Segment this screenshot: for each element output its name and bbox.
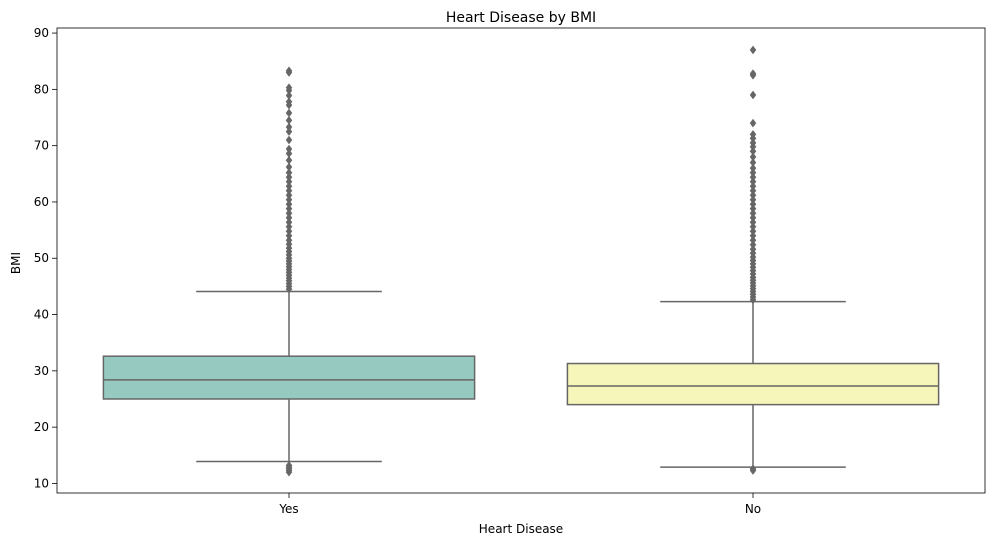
outlier-point-yes bbox=[285, 460, 293, 470]
y-tick-label: 10 bbox=[34, 476, 49, 490]
outlier-point-no bbox=[749, 181, 757, 191]
outlier-point-no bbox=[749, 152, 757, 162]
outlier-point-yes bbox=[285, 83, 293, 93]
x-tick-label-no: No bbox=[745, 502, 761, 516]
y-tick-label: 20 bbox=[34, 420, 49, 434]
outlier-point-yes bbox=[285, 181, 293, 191]
outlier-point-yes bbox=[285, 231, 293, 241]
outlier-point-yes bbox=[285, 235, 293, 245]
outlier-point-yes bbox=[285, 127, 293, 137]
y-axis-label: BMI bbox=[9, 252, 23, 274]
outlier-point-yes bbox=[285, 226, 293, 236]
outlier-point-no bbox=[749, 208, 757, 218]
outlier-point-yes bbox=[285, 108, 293, 118]
outlier-point-no bbox=[749, 235, 757, 245]
y-tick-label: 40 bbox=[34, 308, 49, 322]
outlier-point-no bbox=[749, 163, 757, 173]
outlier-point-no bbox=[749, 146, 757, 156]
outlier-point-yes bbox=[285, 208, 293, 218]
box-yes bbox=[102, 355, 476, 400]
outlier-point-no bbox=[749, 158, 757, 167]
outlier-point-no bbox=[749, 213, 757, 223]
outlier-point-no bbox=[749, 231, 757, 241]
outlier-point-no bbox=[749, 222, 757, 232]
outlier-point-no bbox=[749, 464, 757, 474]
outlier-point-no bbox=[749, 177, 757, 187]
outlier-point-yes bbox=[285, 186, 293, 196]
outlier-point-no bbox=[749, 204, 757, 214]
y-tick-label: 50 bbox=[34, 251, 49, 265]
outlier-point-no bbox=[749, 244, 757, 254]
outlier-point-yes bbox=[285, 222, 293, 232]
outlier-point-no bbox=[749, 226, 757, 236]
x-axis-label: Heart Disease bbox=[479, 522, 563, 536]
outlier-point-yes bbox=[285, 149, 293, 158]
box-no bbox=[566, 362, 940, 406]
outlier-point-yes bbox=[285, 172, 293, 182]
outlier-point-yes bbox=[285, 162, 293, 172]
outlier-point-no bbox=[749, 186, 757, 196]
outlier-point-no bbox=[749, 199, 757, 209]
outlier-point-no bbox=[749, 90, 757, 100]
y-tick-label: 60 bbox=[34, 195, 49, 209]
outlier-point-yes bbox=[285, 97, 293, 107]
outlier-point-yes bbox=[285, 115, 293, 125]
outlier-point-yes bbox=[285, 135, 293, 145]
outlier-point-no bbox=[749, 217, 757, 227]
outlier-point-no bbox=[749, 168, 757, 178]
outlier-point-yes bbox=[285, 190, 293, 200]
outlier-point-yes bbox=[285, 144, 293, 154]
y-tick-label: 90 bbox=[34, 26, 49, 40]
outlier-point-yes bbox=[285, 217, 293, 227]
outlier-point-yes bbox=[285, 122, 293, 132]
outlier-point-yes bbox=[285, 204, 293, 214]
plot-frame bbox=[56, 27, 986, 494]
outlier-point-yes bbox=[285, 66, 293, 76]
outlier-point-yes bbox=[285, 91, 293, 100]
outlier-point-no bbox=[749, 118, 757, 128]
outlier-point-yes bbox=[285, 199, 293, 209]
outlier-point-yes bbox=[285, 195, 293, 205]
outlier-point-no bbox=[749, 138, 757, 148]
outlier-point-yes bbox=[285, 168, 293, 178]
outlier-point-no bbox=[749, 45, 757, 55]
x-tick-label-yes: Yes bbox=[278, 502, 298, 516]
outlier-point-yes bbox=[285, 155, 293, 165]
outlier-point-no bbox=[749, 195, 757, 205]
outlier-point-yes bbox=[285, 177, 293, 187]
y-tick-label: 70 bbox=[34, 139, 49, 153]
outlier-point-no bbox=[749, 129, 757, 139]
outlier-point-no bbox=[749, 190, 757, 200]
plot-area: Yes No 10 20 30 40 50 60 70 80 90 bbox=[34, 26, 986, 516]
outlier-point-no bbox=[749, 240, 757, 250]
outlier-point-yes bbox=[285, 213, 293, 223]
outlier-point-no bbox=[749, 172, 757, 182]
y-tick-label: 80 bbox=[34, 82, 49, 96]
y-tick-label: 30 bbox=[34, 364, 49, 378]
chart-title: Heart Disease by BMI bbox=[446, 10, 596, 26]
outlier-point-no bbox=[749, 69, 757, 79]
